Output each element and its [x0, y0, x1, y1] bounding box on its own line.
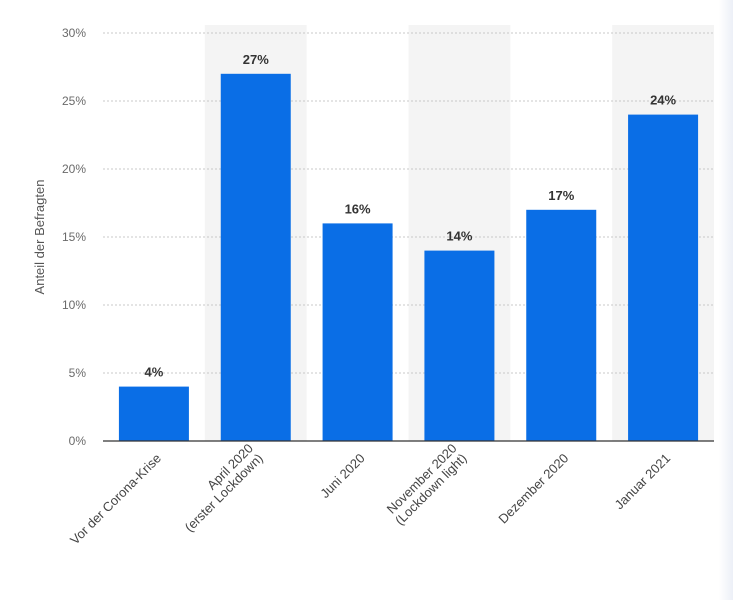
y-axis-title: Anteil der Befragten	[32, 180, 47, 295]
x-tick-label: Juni 2020	[317, 451, 367, 501]
x-tick-label: Januar 2021	[611, 451, 673, 513]
x-tick-label-line: Vor der Corona-Krise	[67, 451, 164, 548]
data-label: 24%	[650, 93, 676, 108]
x-tick-label: November 2020(Lockdown light)	[384, 441, 470, 528]
right-edge-shade	[719, 0, 733, 600]
bar	[322, 223, 393, 441]
bar	[526, 209, 597, 441]
y-tick-label: 15%	[62, 230, 86, 244]
x-tick-label: Dezember 2020	[495, 451, 571, 527]
bar	[628, 114, 699, 441]
bar	[220, 73, 291, 442]
bar	[118, 386, 189, 441]
y-tick-label: 5%	[69, 366, 87, 380]
y-tick-label: 25%	[62, 94, 86, 108]
y-tick-label: 10%	[62, 298, 86, 312]
data-label: 14%	[446, 229, 472, 244]
y-tick-label: 30%	[62, 26, 86, 40]
x-tick-label: April 2020(erster Lockdown)	[182, 441, 266, 535]
x-tick-label-line: Juni 2020	[317, 451, 367, 501]
x-tick-label: Vor der Corona-Krise	[67, 451, 164, 548]
data-label: 4%	[145, 365, 164, 380]
data-label: 16%	[345, 201, 371, 216]
y-tick-label: 20%	[62, 162, 86, 176]
bar	[424, 250, 495, 441]
data-label: 27%	[243, 52, 269, 67]
y-tick-label: 0%	[69, 434, 87, 448]
data-label: 17%	[548, 188, 574, 203]
x-tick-label-line: Dezember 2020	[495, 451, 571, 527]
x-tick-label-line: Januar 2021	[611, 451, 673, 513]
